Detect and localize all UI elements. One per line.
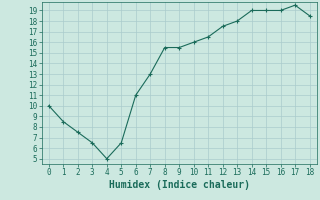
X-axis label: Humidex (Indice chaleur): Humidex (Indice chaleur) bbox=[109, 180, 250, 190]
